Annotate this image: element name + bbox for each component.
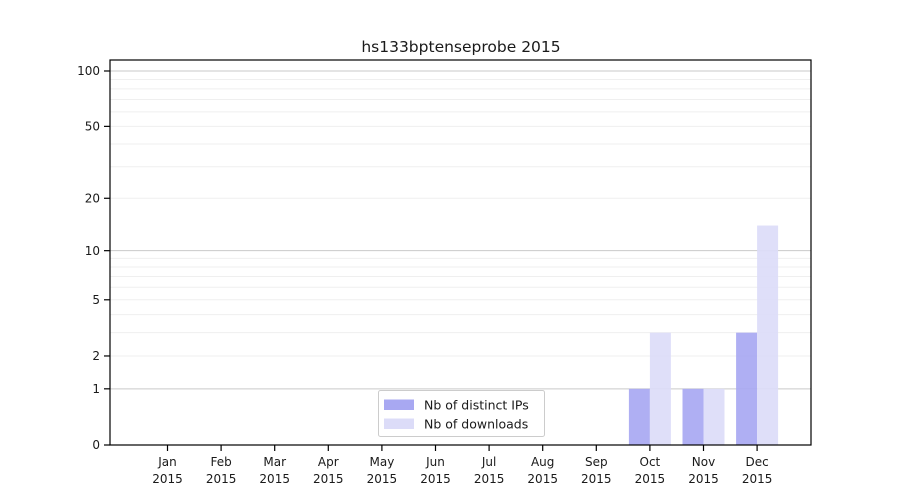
y-tick-label: 10 (85, 244, 100, 258)
legend-item-distinct-ips[interactable]: Nb of distinct IPs (384, 398, 529, 413)
plot-border (109, 59, 812, 446)
x-tick-label-year: 2015 (152, 472, 183, 486)
y-tick-label: 50 (85, 120, 100, 134)
x-tick-label-month: Dec (745, 455, 768, 469)
x-tick-label-year: 2015 (688, 472, 719, 486)
bar-downloads-nov (703, 388, 725, 445)
bar-distinct-ips-dec (736, 332, 758, 445)
x-tick-label-month: Jan (157, 455, 177, 469)
bar-distinct-ips-nov (682, 388, 704, 445)
x-tick-label-year: 2015 (206, 472, 237, 486)
x-tick-label-year: 2015 (367, 472, 398, 486)
legend: Nb of distinct IPs Nb of downloads (378, 390, 545, 437)
gridlines (110, 70, 811, 390)
legend-swatch-distinct-ips (384, 399, 414, 410)
x-tick-label-month: May (369, 455, 394, 469)
x-tick-label-year: 2015 (635, 472, 666, 486)
x-tick-label-month: Jul (481, 455, 496, 469)
bar-downloads-oct (649, 332, 671, 445)
x-tick-label-month: Apr (318, 455, 339, 469)
y-tick-label: 2 (92, 349, 100, 363)
y-tick-label: 5 (92, 293, 100, 307)
x-tick-label-year: 2015 (313, 472, 344, 486)
chart-title: hs133bptenseprobe 2015 (361, 38, 560, 56)
bar-distinct-ips-oct (628, 388, 650, 445)
x-tick-label-year: 2015 (527, 472, 558, 486)
x-tick-label-year: 2015 (742, 472, 773, 486)
bar-downloads-dec (757, 225, 779, 445)
x-tick-label-month: Nov (692, 455, 715, 469)
x-tick-label-year: 2015 (420, 472, 451, 486)
legend-label-distinct-ips: Nb of distinct IPs (424, 398, 529, 413)
y-tick-label: 1 (92, 382, 100, 396)
x-tick-label-month: Jun (425, 455, 445, 469)
axes: 0 1 2 5 10 20 50 100 Jan 2015 Feb 2015 Mar 2015 Apr 201… (77, 59, 812, 486)
x-tick-label-year: 2015 (581, 472, 612, 486)
x-tick-label-month: Feb (210, 455, 231, 469)
legend-label-downloads: Nb of downloads (424, 417, 528, 432)
legend-item-downloads[interactable]: Nb of downloads (384, 417, 528, 432)
x-tick-label-month: Oct (640, 455, 661, 469)
x-tick-label-month: Mar (263, 455, 286, 469)
y-tick-label: 0 (92, 438, 100, 452)
legend-box (378, 390, 545, 437)
y-tick-label: 20 (85, 191, 100, 205)
x-tick-label-month: Aug (531, 455, 554, 469)
bars (628, 225, 779, 445)
x-tick-label-year: 2015 (259, 472, 290, 486)
x-tick-label-year: 2015 (474, 472, 505, 486)
legend-swatch-downloads (384, 418, 414, 429)
x-tick-label-month: Sep (585, 455, 608, 469)
y-tick-label: 100 (77, 64, 100, 78)
